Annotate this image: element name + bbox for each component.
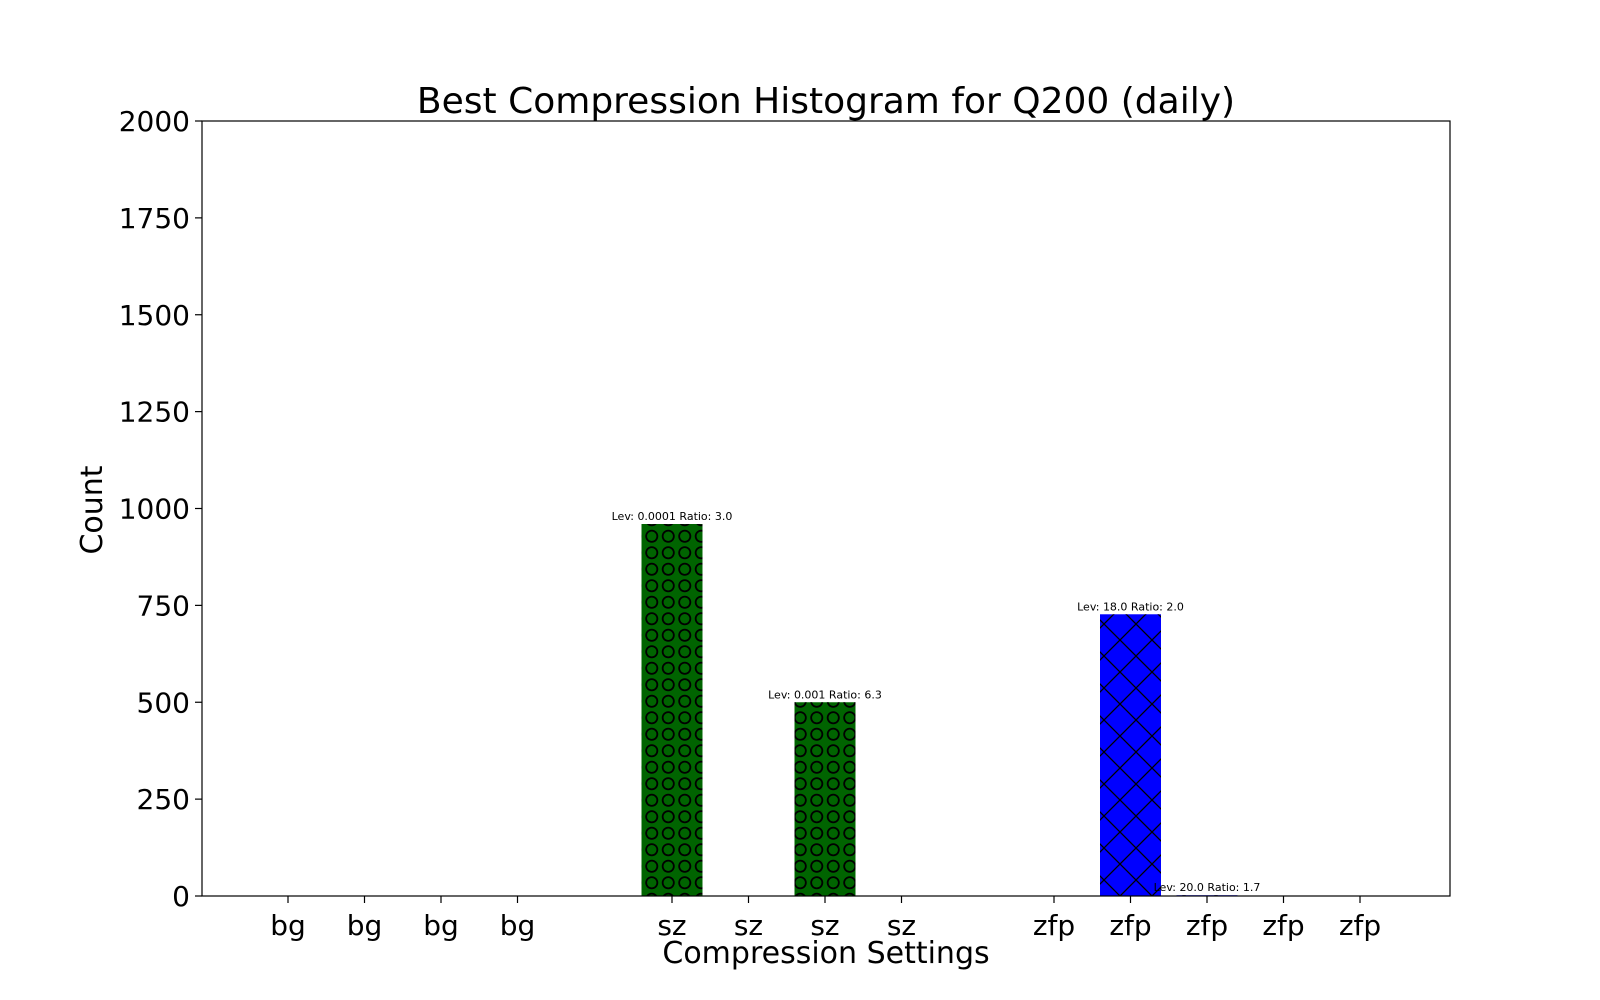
y-tick-label: 1750 — [119, 202, 190, 235]
x-tick-label: zfp — [1109, 909, 1151, 942]
y-axis-label: Count — [75, 465, 110, 554]
x-tick-label: zfp — [1186, 909, 1228, 942]
bar-hatch — [1100, 614, 1161, 896]
x-tick-label: zfp — [1262, 909, 1304, 942]
bar-data-label: Lev: 20.0 Ratio: 1.7 — [1154, 881, 1261, 894]
y-ticks-layer: 0 250 500 750 1000 1250 1500 1750 2000 — [119, 105, 202, 913]
bar-data-label: Lev: 0.0001 Ratio: 3.0 — [612, 510, 733, 523]
y-tick-label: 0 — [172, 880, 190, 913]
x-tick-label: zfp — [1339, 909, 1381, 942]
x-tick-label: bg — [423, 909, 459, 942]
y-tick-label: 1000 — [119, 493, 190, 526]
x-ticks-layer: bg bg bg bg sz sz sz sz zfp zfp zfp zfp zfp — [270, 896, 1381, 942]
x-tick-label: sz — [810, 909, 839, 942]
x-tick-label: zfp — [1033, 909, 1075, 942]
y-tick-label: 1250 — [119, 396, 190, 429]
bar-hatch — [641, 524, 703, 896]
y-tick-label: 750 — [137, 589, 190, 622]
y-tick-label: 250 — [137, 783, 190, 816]
x-tick-label: bg — [500, 909, 536, 942]
x-tick-label: sz — [657, 909, 686, 942]
bar-hatch — [794, 702, 856, 896]
y-tick-label: 500 — [137, 686, 190, 719]
x-tick-label: bg — [270, 909, 306, 942]
chart-title: Best Compression Histogram for Q200 (dai… — [417, 81, 1235, 122]
bar-labels-layer: Lev: 0.0001 Ratio: 3.0 Lev: 0.001 Ratio: … — [612, 510, 1261, 894]
x-axis-label: Compression Settings — [662, 936, 989, 971]
bar-data-label: Lev: 18.0 Ratio: 2.0 — [1077, 600, 1184, 613]
x-tick-label: sz — [734, 909, 763, 942]
x-tick-label: bg — [347, 909, 383, 942]
plot-frame — [201, 120, 1451, 897]
bars-layer — [641, 524, 1238, 896]
bar-data-label: Lev: 0.001 Ratio: 6.3 — [768, 688, 882, 701]
y-tick-label: 2000 — [119, 105, 190, 138]
x-tick-label: sz — [887, 909, 916, 942]
y-tick-label: 1500 — [119, 299, 190, 332]
